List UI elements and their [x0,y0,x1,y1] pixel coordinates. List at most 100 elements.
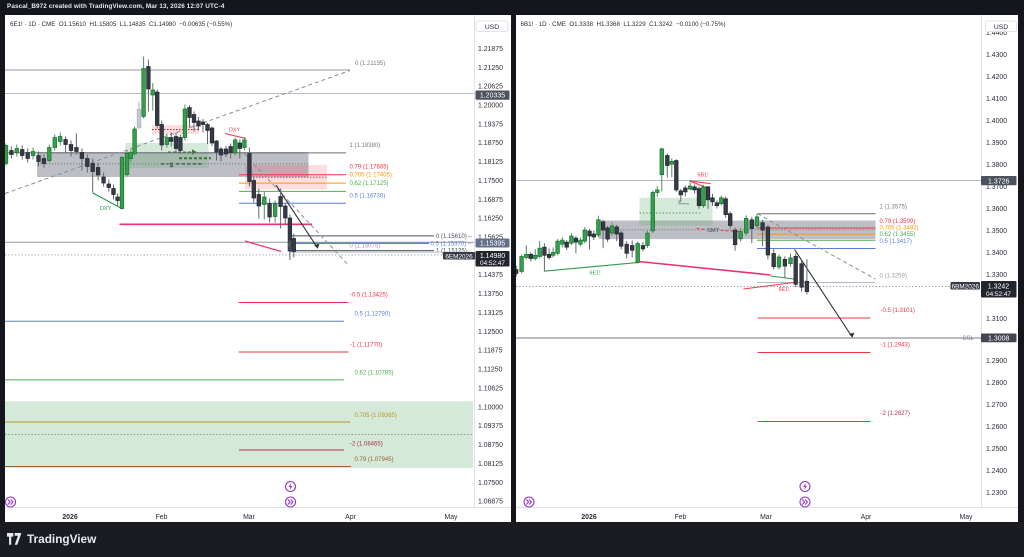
svg-text:1.17500: 1.17500 [478,177,503,184]
svg-text:1.3700: 1.3700 [986,184,1007,191]
svg-text:May: May [959,513,973,520]
svg-text:1.12500: 1.12500 [478,328,503,335]
svg-text:6E1!: 6E1! [778,287,790,293]
svg-text:1.08750: 1.08750 [478,442,503,449]
svg-text:USD: USD [485,23,499,30]
svg-text:1.11250: 1.11250 [478,366,503,373]
svg-text:1.19375: 1.19375 [478,121,503,128]
svg-text:0.5 (1.16730): 0.5 (1.16730) [350,193,386,199]
svg-text:1 (1.3575): 1 (1.3575) [879,204,906,210]
svg-text:1.10000: 1.10000 [478,404,503,411]
svg-text:DXY: DXY [100,206,111,212]
svg-text:0 (1.3259): 0 (1.3259) [879,273,906,279]
svg-text:6EM2026: 6EM2026 [445,253,473,260]
svg-text:1.3800: 1.3800 [986,162,1007,169]
svg-text:1.15395: 1.15395 [480,240,505,247]
svg-text:1.14375: 1.14375 [478,272,503,279]
svg-text:1.08125: 1.08125 [478,460,503,467]
svg-text:0 (1.15075): 0 (1.15075) [350,243,381,249]
svg-text:1.14980: 1.14980 [480,252,505,259]
svg-text:1.3500: 1.3500 [986,228,1007,235]
svg-text:1.3008: 1.3008 [988,335,1010,342]
svg-text:1.16875: 1.16875 [478,196,503,203]
svg-text:1.3900: 1.3900 [986,140,1007,147]
svg-text:1.13125: 1.13125 [478,310,503,317]
svg-text:May: May [444,513,458,520]
svg-text:DXY: DXY [229,127,240,133]
svg-text:1.3600: 1.3600 [986,206,1007,213]
svg-text:1.3100: 1.3100 [986,316,1007,323]
svg-text:-1 (1.11770): -1 (1.11770) [350,342,382,348]
svg-text:1.4200: 1.4200 [986,73,1007,80]
svg-text:Apr: Apr [860,513,871,520]
svg-text:1.2900: 1.2900 [986,358,1007,365]
svg-text:-1 (1.2943): -1 (1.2943) [880,342,909,348]
svg-text:1.20000: 1.20000 [478,102,503,109]
svg-text:USD: USD [993,23,1007,30]
svg-text:1.21875: 1.21875 [478,45,503,52]
svg-text:1.20335: 1.20335 [480,92,505,99]
svg-text:1.07500: 1.07500 [478,479,503,486]
svg-text:1.4100: 1.4100 [986,95,1007,102]
svg-text:04:52:47: 04:52:47 [986,290,1011,297]
svg-text:1.2300: 1.2300 [986,490,1007,497]
svg-text:-0.5 (1.13425): -0.5 (1.13425) [350,292,388,298]
svg-text:0 (1.21135): 0 (1.21135) [355,61,385,67]
svg-text:1.16250: 1.16250 [478,215,503,222]
svg-text:0.5 (1.12790): 0.5 (1.12790) [355,311,391,317]
svg-text:-2 (1.2627): -2 (1.2627) [880,411,909,417]
svg-text:Mar: Mar [760,513,773,520]
svg-text:1.18750: 1.18750 [478,140,503,147]
svg-text:0.705 (1.09365): 0.705 (1.09365) [355,413,397,419]
svg-text:6E1!: 6E1! [589,270,601,276]
svg-text:2026: 2026 [581,513,596,520]
svg-text:Mar: Mar [243,513,256,520]
svg-text:1.2700: 1.2700 [986,402,1007,409]
svg-text:SMT: SMT [286,240,292,251]
svg-text:1.2500: 1.2500 [986,446,1007,453]
svg-text:0 (1.15610) –: 0 (1.15610) – [436,233,472,239]
svg-text:1.10625: 1.10625 [478,385,503,392]
svg-text:1.2800: 1.2800 [986,380,1007,387]
svg-text:0.79 (1.07945): 0.79 (1.07945) [355,457,394,463]
svg-text:$: $ [170,161,174,168]
svg-text:0.705 (1.3482): 0.705 (1.3482) [879,225,918,231]
svg-text:0.705 (1.17405): 0.705 (1.17405) [350,172,392,178]
svg-text:Feb: Feb [674,513,686,520]
svg-text:1 (1.18380): 1 (1.18380) [350,143,381,149]
svg-text:1.18125: 1.18125 [478,159,503,166]
svg-text:1.06875: 1.06875 [478,498,503,505]
svg-text:0.62 (1.10785): 0.62 (1.10785) [355,370,394,376]
svg-text:1.4300: 1.4300 [986,51,1007,58]
svg-text:1.3400: 1.3400 [986,250,1007,257]
svg-text:1.4000: 1.4000 [986,118,1007,125]
svg-text:1.20625: 1.20625 [478,83,503,90]
svg-text:0.5 (1.3417): 0.5 (1.3417) [879,239,911,245]
svg-text:-0.5 (1.3101): -0.5 (1.3101) [880,308,914,314]
svg-text:Feb: Feb [156,513,168,520]
svg-text:0.79 (1.17685): 0.79 (1.17685) [350,164,389,170]
svg-text:04:52:47: 04:52:47 [480,260,505,267]
svg-text:6BM2026: 6BM2026 [951,283,979,290]
svg-text:1.09375: 1.09375 [478,423,503,430]
svg-text:0.62 (1.3455): 0.62 (1.3455) [879,232,915,238]
svg-text:0.79 (1.3509): 0.79 (1.3509) [879,219,915,225]
svg-text:Apr: Apr [345,513,356,520]
svg-text:1.2400: 1.2400 [986,468,1007,475]
svg-text:1.3242: 1.3242 [987,283,1009,290]
svg-text:-2 (1.08465): -2 (1.08465) [350,441,383,447]
svg-text:1.2600: 1.2600 [986,424,1007,431]
svg-text:SMT: SMT [707,228,720,234]
svg-text:1.21250: 1.21250 [478,64,503,71]
svg-text:1.3300: 1.3300 [986,272,1007,279]
svg-text:1.3726: 1.3726 [988,178,1010,185]
svg-text:1.4400: 1.4400 [986,29,1007,36]
svg-text:0.62 (1.17125): 0.62 (1.17125) [350,181,389,187]
svg-text:1.11875: 1.11875 [478,347,503,354]
svg-text:2026: 2026 [62,513,77,520]
svg-text:6B1!: 6B1! [697,172,709,178]
svg-text:1.13750: 1.13750 [478,291,503,298]
svg-text:SSL –: SSL – [962,336,979,342]
svg-text:1.15625: 1.15625 [478,234,503,241]
svg-text:0.5 (1.15370) –: 0.5 (1.15370) – [431,241,472,247]
